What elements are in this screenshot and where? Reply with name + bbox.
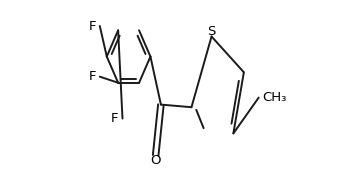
- Text: F: F: [88, 70, 96, 83]
- Text: CH₃: CH₃: [262, 91, 286, 104]
- Text: F: F: [111, 112, 119, 125]
- Text: O: O: [151, 154, 161, 167]
- Text: F: F: [88, 20, 96, 33]
- Text: S: S: [207, 25, 216, 38]
